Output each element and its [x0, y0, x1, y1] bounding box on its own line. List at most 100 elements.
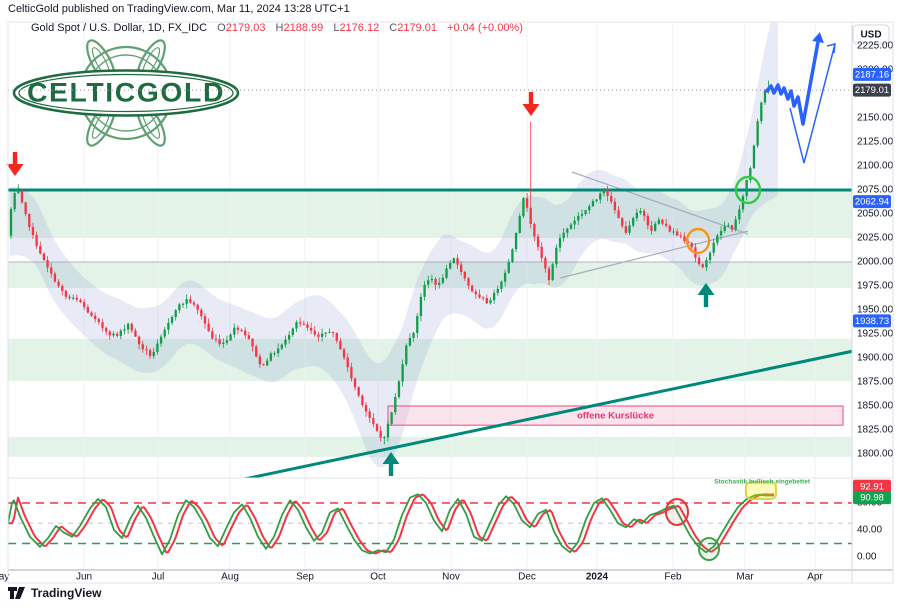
- candle-body: [416, 316, 419, 333]
- candle-body: [346, 357, 349, 368]
- candle-body: [672, 231, 675, 233]
- time-axis-label: Dec: [518, 572, 536, 583]
- candle-body: [309, 327, 313, 331]
- candle-body: [53, 273, 57, 282]
- price-tick-label: 2225.00: [857, 41, 894, 52]
- close-label: C: [389, 22, 398, 34]
- candle-body: [654, 223, 657, 231]
- time-axis-label: Jun: [76, 572, 92, 583]
- candle-body: [342, 349, 346, 358]
- support-zone: [8, 338, 852, 382]
- stoch-tick-label: 40.00: [857, 525, 882, 536]
- candle-body: [61, 286, 64, 291]
- stoch-cross-up-circle: [698, 537, 720, 561]
- candle-body: [368, 411, 371, 419]
- candle-body: [522, 198, 525, 217]
- candle-body: [478, 294, 481, 298]
- candle-body: [273, 353, 276, 355]
- candle-body: [763, 90, 767, 103]
- price-tick-label: 2025.00: [857, 233, 894, 244]
- candle-body: [745, 180, 748, 197]
- candle-body: [401, 364, 404, 382]
- candle-body: [650, 225, 653, 231]
- candle-body: [701, 264, 704, 268]
- candle-body: [632, 218, 635, 226]
- price-badge-label: 2179.01: [855, 85, 889, 96]
- currency-chip-label: USD: [860, 30, 881, 41]
- candle-body: [511, 249, 514, 263]
- candle-body: [247, 335, 251, 339]
- candle-body: [112, 333, 115, 336]
- candle-body: [555, 247, 558, 265]
- candle-body: [137, 336, 141, 345]
- candle-body: [514, 232, 518, 250]
- candle-body: [562, 232, 565, 239]
- candle-body: [222, 342, 225, 345]
- time-axis[interactable]: ay Jun Jul Aug Sep Oct Nov Dec 2024 Feb Mar Apr: [0, 572, 823, 583]
- candle-body: [533, 223, 536, 237]
- volatility-cloud: [10, 22, 778, 468]
- candle-body: [756, 121, 759, 146]
- candle-body: [86, 306, 90, 313]
- may-top-arrow-head: [6, 164, 24, 176]
- candle-body: [547, 268, 551, 280]
- price-badge-bg: [853, 195, 891, 209]
- candle-body: [262, 364, 265, 366]
- candle-body: [236, 327, 240, 330]
- time-axis-label: Aug: [221, 572, 239, 583]
- candle-body: [489, 300, 492, 304]
- candle-body: [94, 315, 97, 320]
- currency-chip[interactable]: [852, 24, 890, 45]
- time-axis-label: ay: [0, 572, 9, 583]
- candle-body: [621, 217, 624, 227]
- candle-body: [738, 209, 741, 220]
- projection-thin-arrowhead: [826, 43, 836, 54]
- candle-body: [185, 299, 188, 304]
- candle-body: [42, 253, 46, 261]
- candle-body: [397, 381, 401, 397]
- time-axis-label: Apr: [807, 572, 823, 583]
- candle-body: [566, 228, 569, 233]
- gap-box-label: offene Kurslücke: [577, 411, 654, 422]
- price-tick-label: 2125.00: [857, 137, 894, 148]
- candle-body: [364, 405, 368, 412]
- price-tick-label: 1875.00: [857, 377, 894, 388]
- candle-body: [295, 322, 298, 329]
- candle-body: [97, 319, 100, 323]
- support-zones: [8, 190, 852, 457]
- oct-low-arrow-stem: [388, 463, 394, 476]
- time-axis-label: 2024: [586, 572, 609, 583]
- candle-body: [591, 201, 595, 207]
- candle-body: [123, 329, 126, 331]
- price-tick-label: 2050.00: [857, 209, 894, 220]
- may-top-arrow: [6, 152, 24, 176]
- candle-body: [372, 418, 375, 425]
- candle-body: [646, 215, 649, 226]
- price-projection: [764, 32, 836, 164]
- candle-body: [170, 316, 174, 323]
- candle-body: [675, 231, 679, 236]
- rising-trendline: [241, 349, 852, 478]
- candle-body: [386, 423, 390, 438]
- candle-body: [320, 333, 324, 337]
- candle-body: [35, 234, 38, 247]
- candle-body: [156, 343, 159, 352]
- candle-body: [496, 288, 499, 293]
- candle-body: [423, 284, 426, 297]
- candle-body: [749, 168, 752, 181]
- candle-body: [390, 412, 393, 424]
- candle-body: [357, 387, 360, 396]
- candle-body: [719, 230, 723, 236]
- candle-body: [679, 235, 682, 237]
- price-axis[interactable]: USD2225.002200.002150.002125.002100.0020…: [852, 24, 894, 563]
- candle-body: [635, 212, 639, 219]
- candle-body: [529, 207, 532, 224]
- candle-body: [540, 246, 543, 259]
- candle-body: [485, 298, 488, 304]
- candle-body: [668, 225, 671, 232]
- candle-body: [244, 330, 247, 336]
- candle-body: [214, 338, 218, 340]
- price-badge-bg: [853, 67, 891, 81]
- time-axis-label: Sep: [296, 572, 314, 583]
